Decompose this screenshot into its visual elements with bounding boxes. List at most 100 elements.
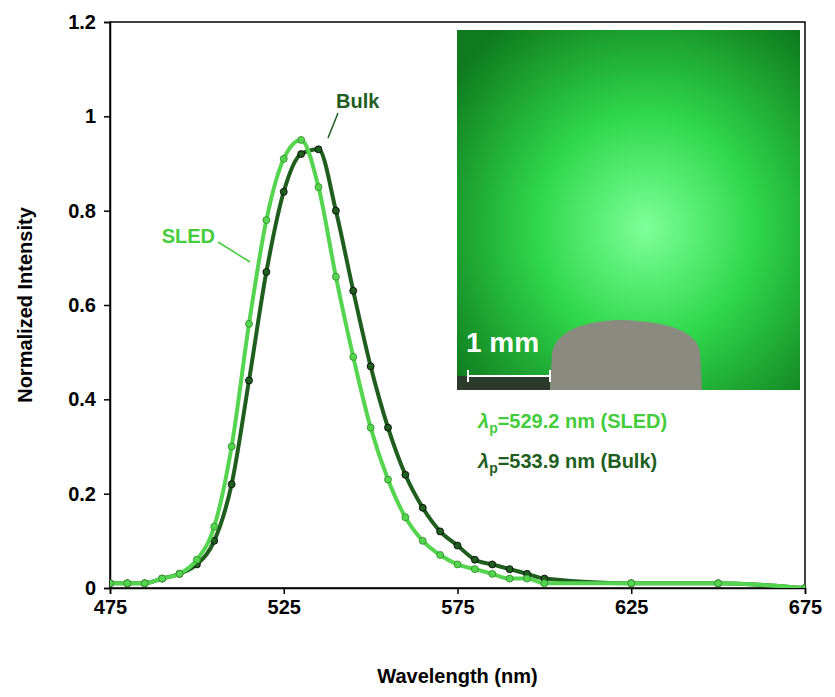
series-marker <box>280 188 287 195</box>
y-tick-mark <box>104 305 110 307</box>
y-axis-title: Normalized Intensity <box>14 206 36 402</box>
series-marker <box>263 268 270 275</box>
scale-bar-label: 1 mm <box>466 327 539 358</box>
y-tick: 0 <box>85 577 110 599</box>
plot-frame <box>110 22 805 588</box>
series-marker <box>402 514 409 521</box>
series-marker <box>437 528 444 535</box>
peak-annotation: λp=529.2 nm (SLED) <box>477 410 667 436</box>
series-label: Bulk <box>336 90 380 112</box>
series-marker <box>110 580 114 587</box>
series-marker <box>385 424 392 431</box>
x-tick: 675 <box>789 588 822 618</box>
y-tick-label: 0.2 <box>68 483 96 505</box>
x-tick-mark <box>284 588 286 594</box>
series-marker <box>454 561 461 568</box>
series-marker <box>628 580 635 587</box>
series-marker <box>141 580 148 587</box>
x-tick-label: 475 <box>94 596 127 618</box>
scale-bar <box>468 370 550 382</box>
inset-photo: 1 mm <box>457 30 800 390</box>
y-tick-label: 0.8 <box>68 200 96 222</box>
scale-bar-line <box>468 375 550 377</box>
x-tick: 475 <box>94 588 127 618</box>
y-tick-label: 1 <box>85 105 96 127</box>
series-marker <box>332 273 339 280</box>
leader-line <box>218 242 250 262</box>
series-marker <box>110 580 114 587</box>
y-tick: 1.2 <box>68 11 110 33</box>
series-marker <box>124 580 131 587</box>
series-marker <box>367 424 374 431</box>
series-marker <box>628 580 635 587</box>
series-marker <box>506 575 513 582</box>
x-tick-mark <box>805 588 807 594</box>
series-marker <box>506 566 513 573</box>
series-marker <box>263 217 270 224</box>
series-marker <box>437 551 444 558</box>
x-axis-line <box>111 589 806 595</box>
y-tick: 0.8 <box>68 200 110 222</box>
inset-shadow <box>457 376 550 390</box>
y-tick-label: 0.6 <box>68 294 96 316</box>
y-tick: 1 <box>85 105 110 127</box>
y-tick-mark <box>104 493 110 495</box>
series-marker <box>489 561 496 568</box>
series-line <box>110 140 805 588</box>
series-marker <box>385 476 392 483</box>
series-marker <box>315 184 322 191</box>
series-marker <box>802 585 806 589</box>
series-marker <box>298 151 305 158</box>
y-tick: 0.2 <box>68 483 110 505</box>
series-marker <box>141 580 148 587</box>
y-tick-mark <box>104 210 110 212</box>
series-marker <box>315 146 322 153</box>
scale-bar-end <box>467 370 469 382</box>
x-tick-mark <box>631 588 633 594</box>
x-tick: 625 <box>615 588 648 618</box>
x-axis: 475 525 575 625 675 <box>94 588 822 618</box>
x-tick-label: 625 <box>615 596 648 618</box>
series-marker <box>367 363 374 370</box>
x-tick-mark <box>457 588 459 594</box>
series-marker <box>471 556 478 563</box>
series-marker <box>541 580 548 587</box>
chart: 475 525 575 625 675 0 0.2 0.4 0.6 0.8 1 1.2 Waveleng… <box>0 0 835 697</box>
inset-probe <box>550 320 702 390</box>
series-marker <box>228 443 235 450</box>
y-tick-mark <box>104 116 110 118</box>
inset-background <box>457 30 800 390</box>
y-axis-line <box>104 23 111 589</box>
series-marker <box>332 207 339 214</box>
series-marker <box>489 570 496 577</box>
y-tick-label: 1.2 <box>68 11 96 33</box>
leader-line <box>328 113 338 138</box>
x-tick: 525 <box>268 588 301 618</box>
scale-bar-end <box>549 370 551 382</box>
series-marker <box>124 580 131 587</box>
x-tick-label: 525 <box>268 596 301 618</box>
series-marker <box>159 575 166 582</box>
series-marker <box>524 575 531 582</box>
x-axis-title: Wavelength (nm) <box>377 665 537 687</box>
y-tick-mark <box>104 22 110 24</box>
series-marker <box>193 556 200 563</box>
series-marker <box>715 580 722 587</box>
y-axis: 0 0.2 0.4 0.6 0.8 1 1.2 <box>68 11 110 599</box>
series-marker <box>350 353 357 360</box>
series-marker <box>159 575 166 582</box>
series-marker <box>176 570 183 577</box>
series-marker <box>246 377 253 384</box>
series-marker <box>176 570 183 577</box>
series-marker <box>419 537 426 544</box>
series-marker <box>419 504 426 511</box>
series-marker <box>298 136 305 143</box>
peak-annotation: λp=533.9 nm (Bulk) <box>477 450 657 476</box>
y-tick: 0.4 <box>68 388 110 410</box>
series-marker <box>715 580 722 587</box>
y-tick-mark <box>104 399 110 401</box>
series-marker <box>402 471 409 478</box>
x-tick-label: 675 <box>789 596 822 618</box>
series-marker <box>228 481 235 488</box>
x-tick: 575 <box>441 588 474 618</box>
